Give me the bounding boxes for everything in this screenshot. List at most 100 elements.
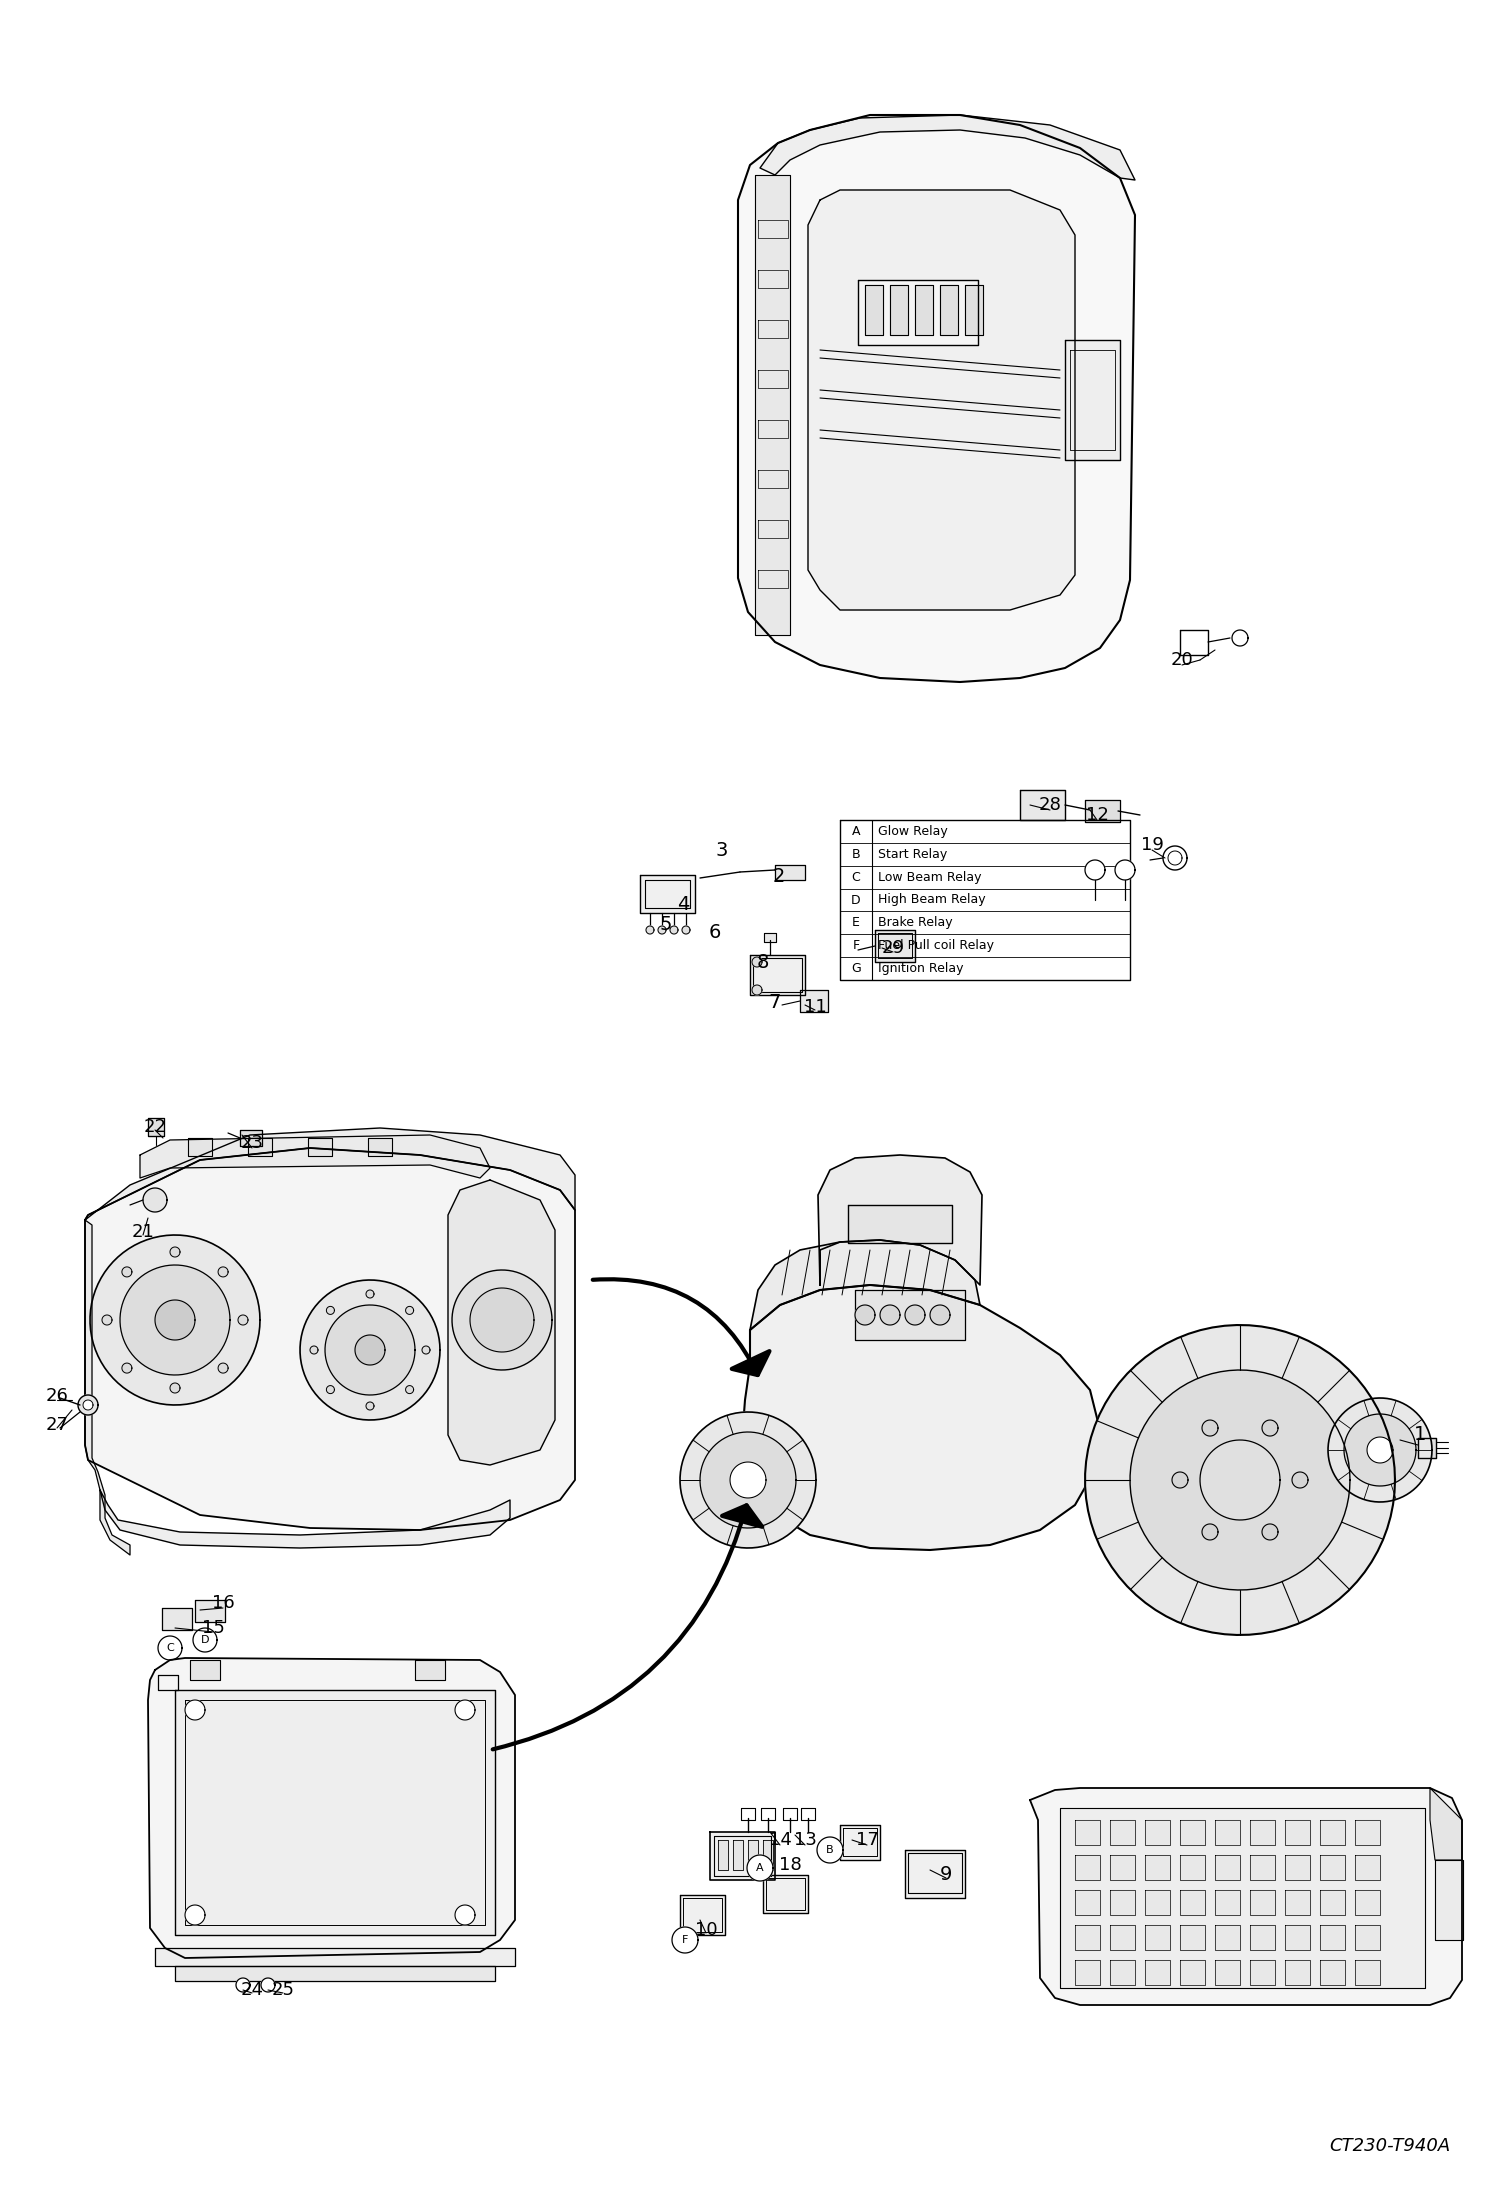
Text: 7: 7 (768, 993, 780, 1013)
Polygon shape (455, 1906, 475, 1925)
Polygon shape (121, 1268, 132, 1276)
Polygon shape (1285, 1890, 1309, 1914)
Polygon shape (237, 1978, 250, 1991)
Polygon shape (1031, 1787, 1462, 2004)
Polygon shape (1215, 1855, 1240, 1879)
Polygon shape (750, 1239, 980, 1329)
Polygon shape (1261, 1421, 1278, 1436)
Text: B: B (827, 1844, 834, 1855)
Polygon shape (1076, 1855, 1100, 1879)
Text: 2: 2 (773, 866, 785, 886)
Polygon shape (1180, 1890, 1204, 1914)
Polygon shape (139, 1136, 490, 1178)
Polygon shape (818, 1156, 983, 1285)
Polygon shape (1249, 1820, 1275, 1844)
Polygon shape (455, 1700, 475, 1719)
Polygon shape (1115, 860, 1135, 879)
Polygon shape (1215, 1890, 1240, 1914)
Polygon shape (1329, 1397, 1432, 1502)
Polygon shape (327, 1307, 334, 1314)
Polygon shape (1201, 1524, 1218, 1539)
Polygon shape (355, 1336, 385, 1364)
Polygon shape (189, 1138, 213, 1156)
Polygon shape (800, 989, 828, 1011)
Polygon shape (148, 1658, 515, 1958)
Polygon shape (406, 1307, 413, 1314)
Polygon shape (748, 1840, 758, 1871)
Polygon shape (680, 1895, 725, 1934)
Polygon shape (762, 1840, 773, 1871)
Polygon shape (1144, 1890, 1170, 1914)
Polygon shape (682, 925, 691, 934)
Polygon shape (186, 1700, 205, 1719)
Text: 17: 17 (855, 1831, 878, 1849)
Polygon shape (1285, 1925, 1309, 1950)
Text: Ignition Relay: Ignition Relay (878, 963, 963, 976)
Text: A: A (852, 825, 860, 838)
Polygon shape (718, 1840, 728, 1871)
Text: 19: 19 (1140, 836, 1164, 853)
Polygon shape (965, 285, 983, 336)
Text: 10: 10 (695, 1921, 718, 1939)
Polygon shape (452, 1270, 551, 1371)
Polygon shape (930, 1305, 950, 1325)
Polygon shape (195, 1601, 225, 1623)
Polygon shape (1320, 1925, 1345, 1950)
Polygon shape (1129, 1371, 1350, 1590)
Polygon shape (85, 1219, 130, 1555)
Polygon shape (1162, 846, 1186, 871)
Text: D: D (851, 893, 861, 906)
Polygon shape (240, 1129, 262, 1147)
Polygon shape (121, 1364, 132, 1373)
Polygon shape (1200, 1441, 1279, 1520)
Polygon shape (855, 1305, 875, 1325)
Text: 20: 20 (1170, 651, 1194, 669)
Text: 9: 9 (939, 1866, 953, 1884)
Polygon shape (1249, 1855, 1275, 1879)
Text: High Beam Relay: High Beam Relay (878, 893, 986, 906)
Polygon shape (1356, 1961, 1380, 1985)
Polygon shape (748, 1855, 773, 1882)
Polygon shape (1231, 629, 1248, 647)
Polygon shape (327, 1386, 334, 1393)
Polygon shape (658, 925, 667, 934)
Polygon shape (1144, 1820, 1170, 1844)
Polygon shape (905, 1305, 924, 1325)
Polygon shape (1020, 789, 1065, 820)
Polygon shape (1215, 1820, 1240, 1844)
Polygon shape (219, 1268, 228, 1276)
Text: 1: 1 (1414, 1425, 1426, 1445)
Polygon shape (1180, 1925, 1204, 1950)
Polygon shape (169, 1248, 180, 1257)
Polygon shape (1110, 1855, 1135, 1879)
Polygon shape (470, 1287, 533, 1353)
Polygon shape (1249, 1925, 1275, 1950)
Polygon shape (1076, 1961, 1100, 1985)
Polygon shape (1285, 1961, 1309, 1985)
Polygon shape (1168, 851, 1182, 864)
Polygon shape (1076, 1925, 1100, 1950)
Text: 12: 12 (1086, 807, 1109, 825)
Polygon shape (742, 1285, 1100, 1550)
Polygon shape (1076, 1890, 1100, 1914)
Polygon shape (1085, 860, 1106, 879)
Text: 8: 8 (756, 954, 768, 971)
Polygon shape (1356, 1925, 1380, 1950)
Polygon shape (755, 175, 789, 636)
Text: 28: 28 (1038, 796, 1062, 814)
Polygon shape (249, 1138, 273, 1156)
Polygon shape (190, 1660, 220, 1680)
Text: 23: 23 (241, 1134, 264, 1151)
Polygon shape (406, 1386, 413, 1393)
Polygon shape (764, 932, 776, 943)
Text: 27: 27 (45, 1417, 69, 1434)
Polygon shape (120, 1265, 231, 1375)
Polygon shape (905, 1851, 965, 1897)
Polygon shape (646, 925, 655, 934)
Polygon shape (1065, 340, 1121, 461)
Polygon shape (1356, 1855, 1380, 1879)
Polygon shape (730, 1463, 765, 1498)
Text: 4: 4 (677, 895, 689, 914)
Polygon shape (366, 1401, 374, 1410)
Polygon shape (1291, 1472, 1308, 1489)
